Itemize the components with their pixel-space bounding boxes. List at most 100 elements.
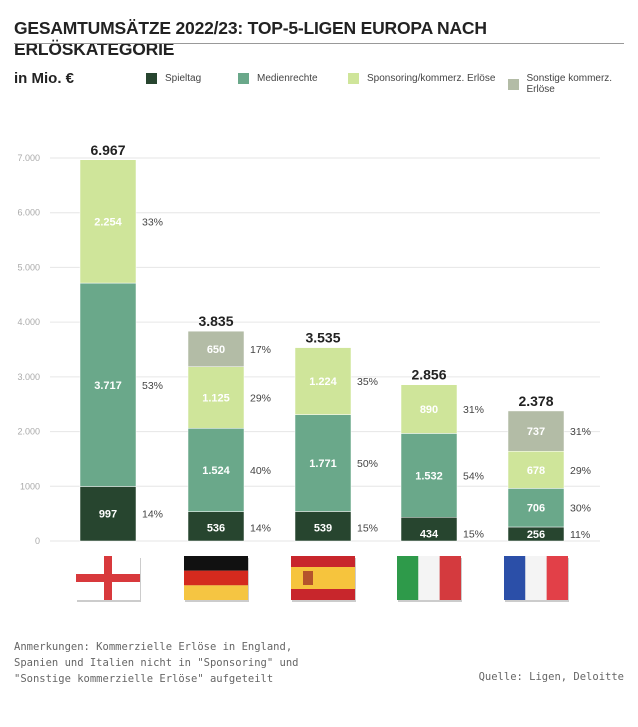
germany-flag-icon <box>184 556 249 602</box>
bar-segment <box>507 488 565 528</box>
legend-item: Sponsoring/kommerz. Erlöse <box>348 73 495 84</box>
legend-label: Spieltag <box>165 73 202 84</box>
data-label: 650 <box>207 344 225 356</box>
legend-item: Medienrechte <box>238 73 318 84</box>
notes: Anmerkungen: Kommerzielle Erlöse in Engl… <box>14 639 298 687</box>
bar-chart: 0 1000 2.000 3.000 4.000 5.000 6.000 7.000 997 14… <box>17 142 600 602</box>
flag-emblem <box>303 571 313 585</box>
bar-segment <box>294 414 352 512</box>
england-flag-icon <box>76 556 141 602</box>
percent-label: 31% <box>463 404 484 416</box>
bar-segment <box>79 282 137 487</box>
legend-label: Sponsoring/kommerz. Erlöse <box>367 73 496 84</box>
bar-segment <box>294 511 352 542</box>
bar-segment <box>187 428 245 512</box>
percent-label: 30% <box>570 503 591 515</box>
percent-label: 50% <box>357 458 378 470</box>
y-tick-label: 1000 <box>20 481 40 491</box>
data-label: 997 <box>99 509 117 521</box>
bar-segment <box>507 451 565 489</box>
legend-item: Spieltag <box>146 73 201 84</box>
percent-label: 15% <box>357 523 378 535</box>
data-label: 890 <box>420 404 438 416</box>
spain-flag-icon <box>291 556 356 602</box>
bar-segment <box>187 366 245 429</box>
flag-stripe <box>418 556 440 600</box>
y-tick-label: 5.000 <box>17 262 40 272</box>
flag-stripe <box>439 556 461 600</box>
total-label: 2.378 <box>518 393 553 409</box>
percent-label: 15% <box>463 528 484 540</box>
data-label: 1.771 <box>309 458 337 470</box>
unit-label: in Mio. € <box>14 70 74 87</box>
note-line: Anmerkungen: Kommerzielle Erlöse in Engl… <box>14 641 293 653</box>
flag-stripe <box>397 556 419 600</box>
data-label: 1.224 <box>309 376 337 388</box>
bar-segment <box>294 347 352 415</box>
y-tick-label: 0 <box>35 536 40 546</box>
note-line: Spanien und Italien nicht in "Sponsoring… <box>14 657 299 669</box>
total-label: 3.835 <box>198 313 233 329</box>
legend-swatch <box>146 73 157 84</box>
data-label: 434 <box>420 528 439 540</box>
percent-label: 11% <box>570 529 590 541</box>
legend-item: Sonstige kommerz. Erlöse <box>508 73 638 95</box>
legend-swatch <box>508 78 519 90</box>
flag-stripe <box>291 567 355 589</box>
data-label: 536 <box>207 523 225 535</box>
percent-label: 53% <box>142 380 163 392</box>
bar-segment <box>400 384 458 434</box>
bar-segment <box>507 410 565 452</box>
percent-label: 29% <box>250 393 271 405</box>
data-label: 1.532 <box>415 470 443 482</box>
percent-label: 54% <box>463 470 484 482</box>
title-divider <box>14 43 624 44</box>
percent-label: 14% <box>250 523 271 535</box>
y-tick-label: 6.000 <box>17 208 40 218</box>
legend-swatch <box>348 73 359 84</box>
bar-segment <box>187 511 245 542</box>
data-label: 2.254 <box>94 216 122 228</box>
flag-stripe <box>184 570 248 586</box>
chart-title: GESAMTUMSÄTZE 2022/23: TOP-5-LIGEN EUROP… <box>14 18 487 59</box>
bar-segment <box>79 159 137 284</box>
flag-stripe <box>504 556 526 600</box>
source: Quelle: Ligen, Deloitte <box>478 671 624 683</box>
legend-swatch <box>238 73 249 84</box>
data-label: 706 <box>527 503 545 515</box>
total-label: 6.967 <box>90 142 125 158</box>
data-label: 1.524 <box>202 465 230 477</box>
flag-stripe <box>546 556 568 600</box>
note-line: "Sonstige kommerzielle Erlöse" aufgeteil… <box>14 673 274 685</box>
france-flag-icon <box>504 556 569 602</box>
bar-segment <box>187 330 245 367</box>
percent-label: 17% <box>250 344 271 356</box>
flag-stripe <box>525 556 547 600</box>
italy-flag-icon <box>397 556 462 602</box>
data-label: 539 <box>314 523 332 535</box>
y-tick-label: 4.000 <box>17 317 40 327</box>
legend-label: Medienrechte <box>257 73 318 84</box>
data-label: 737 <box>527 426 545 438</box>
data-label: 1.125 <box>202 393 230 405</box>
flag-stripe <box>184 585 248 600</box>
total-label: 3.535 <box>305 330 340 346</box>
y-tick-label: 3.000 <box>17 372 40 382</box>
legend-label: Sonstige kommerz. Erlöse <box>526 73 613 95</box>
bar-segment <box>400 433 458 518</box>
total-label: 2.856 <box>411 367 446 383</box>
data-label: 678 <box>527 465 545 477</box>
percent-label: 14% <box>142 509 163 521</box>
percent-label: 40% <box>250 465 271 477</box>
flag-cross <box>76 574 140 582</box>
data-label: 3.717 <box>94 380 122 392</box>
y-tick-label: 7.000 <box>17 153 40 163</box>
percent-label: 29% <box>570 465 591 477</box>
y-tick-label: 2.000 <box>17 427 40 437</box>
bar-segment <box>79 486 137 542</box>
data-label: 256 <box>527 529 545 541</box>
flag-stripe <box>184 556 248 571</box>
percent-label: 33% <box>142 216 163 228</box>
percent-label: 31% <box>570 426 591 438</box>
